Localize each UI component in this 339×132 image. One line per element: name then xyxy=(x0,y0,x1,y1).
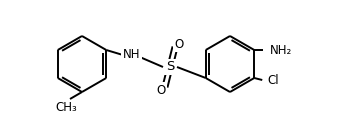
Text: O: O xyxy=(156,84,166,96)
Text: O: O xyxy=(174,37,184,51)
Text: Cl: Cl xyxy=(267,74,279,86)
Text: NH₂: NH₂ xyxy=(270,44,293,56)
Text: CH₃: CH₃ xyxy=(55,101,77,114)
Text: NH: NH xyxy=(123,48,140,61)
Text: S: S xyxy=(166,60,174,74)
